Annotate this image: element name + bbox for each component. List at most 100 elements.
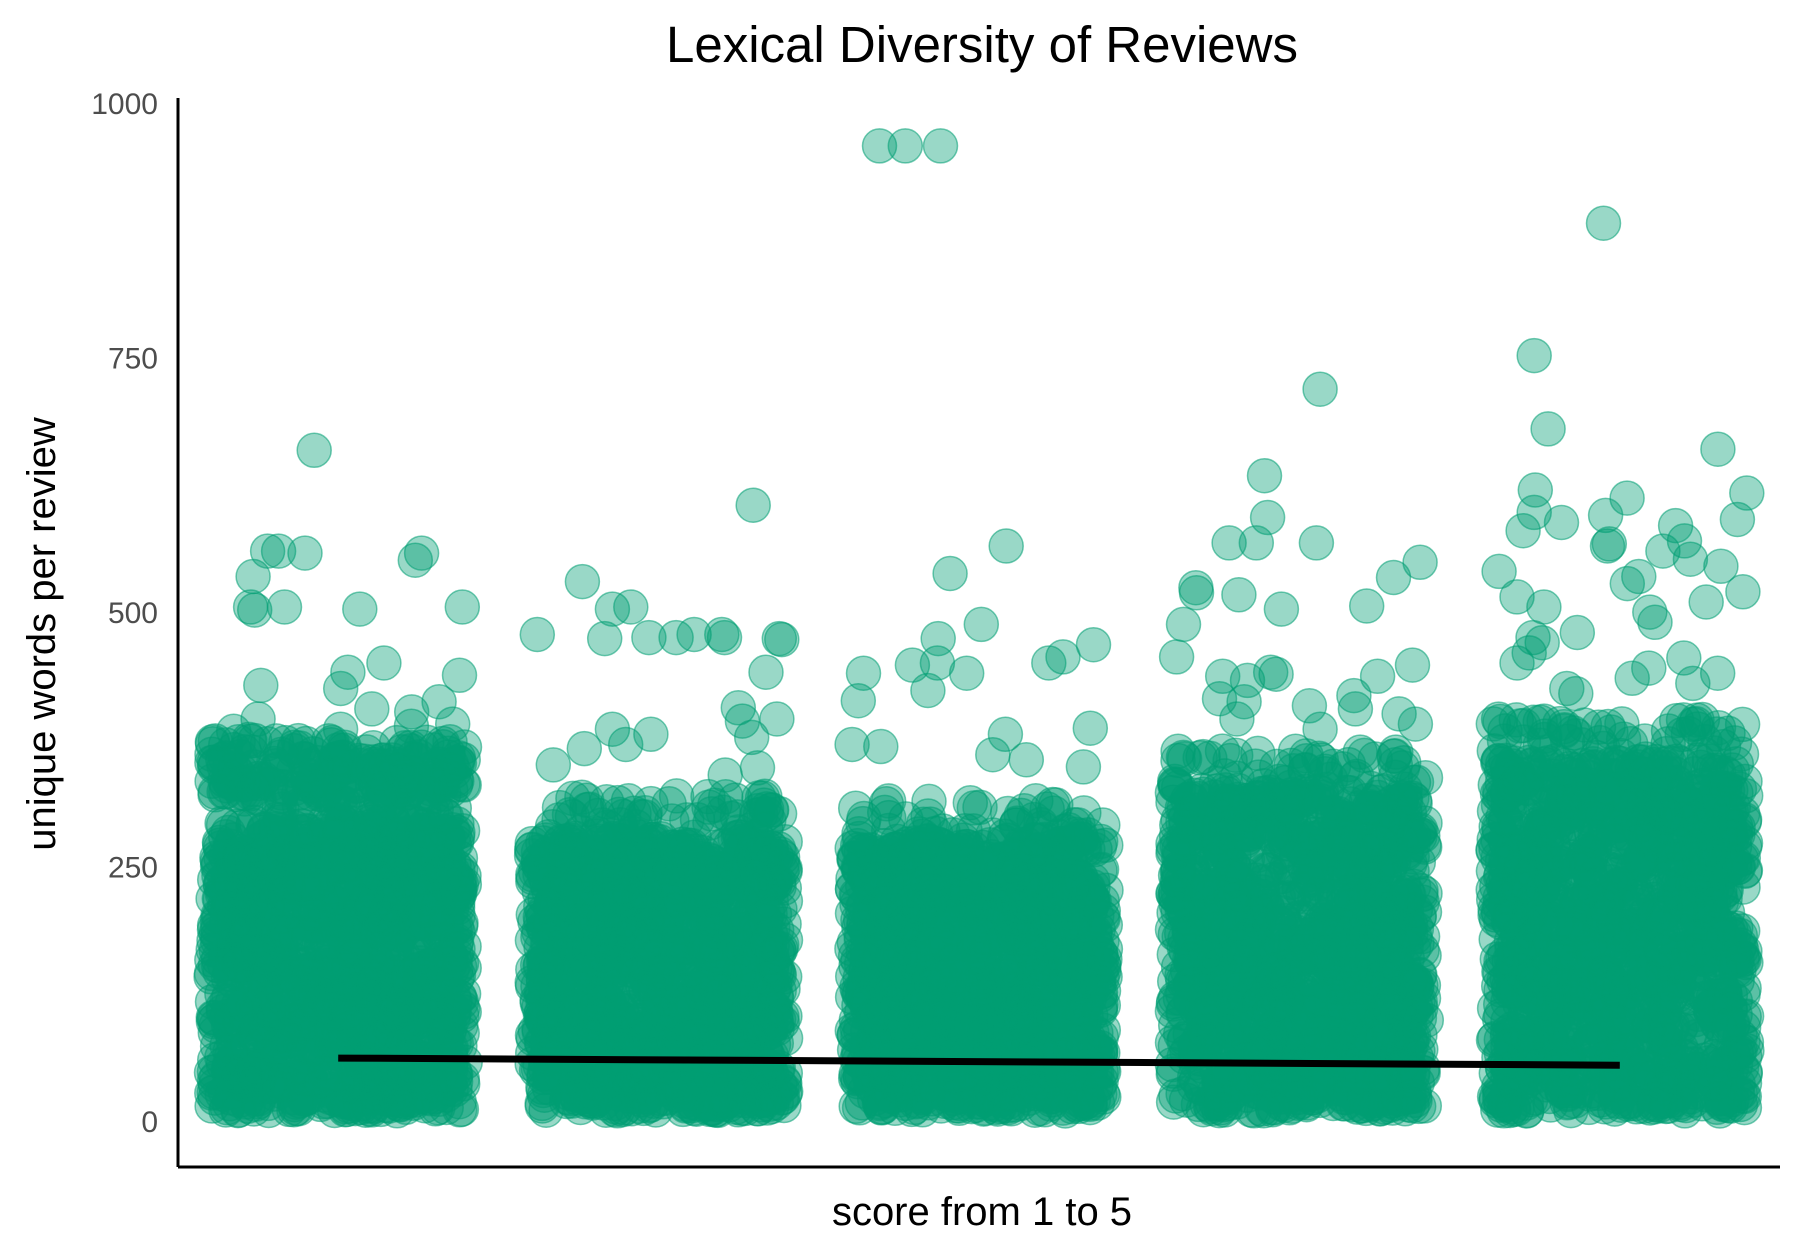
outlier-point [963, 606, 1000, 643]
data-point [209, 983, 245, 1019]
data-point [591, 966, 627, 1003]
data-point [517, 854, 554, 890]
data-point [649, 896, 686, 933]
data-point [197, 774, 233, 810]
data-point [860, 862, 896, 898]
outlier-point [444, 589, 481, 625]
data-point [635, 940, 672, 976]
outlier-point [243, 667, 279, 704]
points-layer [193, 128, 1765, 1129]
data-point [551, 797, 588, 833]
data-point [317, 997, 354, 1034]
data-point [911, 783, 947, 820]
chart-title: Lexical Diversity of Reviews [666, 16, 1298, 73]
outlier-point [322, 670, 359, 707]
data-point [674, 1022, 711, 1058]
data-point [1073, 879, 1110, 915]
outlier-point [706, 619, 743, 656]
data-point [748, 902, 784, 939]
outlier-point [975, 736, 1011, 773]
data-point [253, 766, 289, 802]
outlier-point [733, 719, 770, 756]
data-point [254, 933, 291, 969]
outlier-point [236, 592, 273, 628]
data-point [202, 830, 239, 866]
outlier-point [1065, 749, 1102, 785]
outlier-point [764, 621, 800, 658]
data-point [840, 1018, 876, 1055]
outlier-point [566, 730, 603, 767]
data-point [343, 835, 380, 872]
data-point [368, 894, 404, 930]
data-point [293, 865, 330, 901]
data-point [415, 1013, 451, 1049]
data-point [849, 933, 885, 969]
data-point [847, 981, 883, 1017]
data-point [595, 1002, 632, 1038]
data-point [291, 918, 327, 954]
data-point [664, 1069, 701, 1105]
data-point [398, 905, 435, 942]
outlier-point [1008, 742, 1045, 778]
data-point [211, 1055, 248, 1092]
data-point [1063, 817, 1099, 854]
data-point [697, 787, 733, 824]
outlier-point [948, 655, 985, 691]
data-point [605, 798, 642, 835]
outlier-point [393, 708, 430, 744]
outlier-point [932, 555, 968, 592]
data-point [257, 969, 294, 1005]
data-point [562, 1089, 599, 1126]
data-point [709, 870, 746, 907]
outlier-point [215, 713, 252, 750]
data-point [698, 937, 734, 973]
outlier-point [535, 747, 572, 783]
outlier-point [296, 432, 332, 469]
data-point [1084, 960, 1120, 996]
outlier-point [342, 591, 378, 627]
outlier-point [922, 128, 959, 164]
data-point [699, 1048, 735, 1084]
data-point [941, 1037, 978, 1073]
outlier-point [266, 589, 303, 625]
data-point [868, 786, 905, 822]
outlier-point [594, 591, 631, 627]
data-point [975, 1080, 1012, 1117]
data-point [221, 947, 258, 983]
data-point [355, 751, 391, 788]
data-point [1003, 797, 1040, 834]
data-point [625, 998, 661, 1035]
data-point [993, 1052, 1030, 1088]
data-point [952, 784, 989, 821]
data-point [529, 1025, 565, 1062]
data-point [925, 813, 961, 849]
outlier-point [586, 620, 623, 657]
data-point [529, 926, 566, 963]
data-point [750, 865, 786, 902]
outlier-point [1072, 710, 1109, 746]
data-point [341, 1063, 377, 1099]
data-point [442, 874, 478, 911]
outlier-point [887, 128, 924, 164]
data-point [334, 869, 371, 906]
data-point [1034, 956, 1070, 992]
outlier-point [840, 682, 877, 719]
outlier-point [748, 654, 784, 690]
outlier-point [564, 563, 601, 600]
outlier-point [735, 487, 771, 523]
outlier-point [322, 711, 359, 747]
outlier-point [287, 535, 323, 571]
data-point [749, 961, 786, 998]
outlier-point [910, 672, 946, 709]
outlier-point [1031, 645, 1067, 681]
data-point [1080, 911, 1116, 948]
data-point [357, 1020, 393, 1056]
data-point [441, 979, 478, 1016]
outlier-point [739, 750, 776, 786]
data-point [288, 1038, 325, 1075]
outlier-point [707, 757, 743, 793]
data-point [225, 911, 262, 947]
data-point [667, 929, 703, 965]
data-point [704, 974, 741, 1010]
outlier-point [397, 542, 434, 578]
